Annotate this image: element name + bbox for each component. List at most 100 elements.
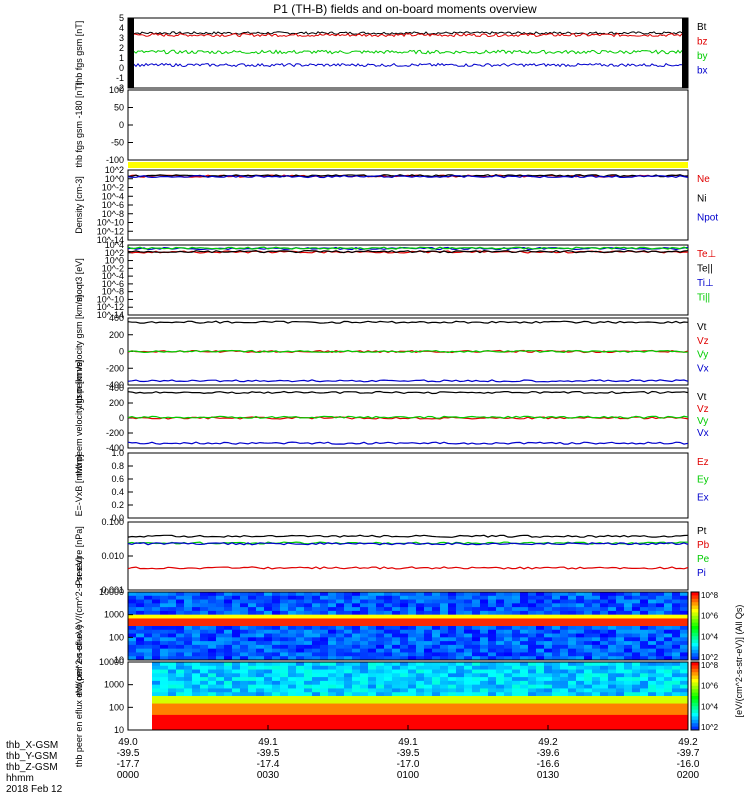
heatmap-cell-p8: [280, 614, 289, 619]
heatmap-cell-p8: [488, 607, 497, 612]
heatmap-cell-p8: [656, 607, 665, 612]
heatmap-cell-p9: [672, 692, 681, 697]
heatmap-cell-p9: [520, 677, 529, 682]
y-tick-label-p0: 4: [119, 23, 124, 33]
heatmap-cell-p9: [408, 688, 417, 693]
heatmap-cell-p8: [256, 595, 265, 601]
heatmap-cell-p9: [232, 696, 241, 701]
x-gsm-label: 49.2: [538, 737, 558, 748]
heatmap-cell-p9: [464, 684, 473, 689]
colorbar-cell-p8: [691, 656, 699, 661]
heatmap-cell-p9: [176, 692, 185, 697]
heatmap-cell-p8: [392, 626, 401, 631]
heatmap-cell-p8: [312, 641, 321, 646]
heatmap-cell-p9: [248, 688, 257, 693]
heatmap-cell-p8: [560, 599, 569, 604]
heatmap-cell-p9: [456, 714, 465, 720]
heatmap-cell-p8: [664, 614, 673, 619]
heatmap-cell-p8: [176, 656, 185, 661]
heatmap-cell-p8: [216, 603, 225, 608]
heatmap-cell-p9: [200, 677, 209, 682]
heatmap-cell-p9: [424, 696, 433, 701]
heatmap-cell-p9: [568, 726, 577, 731]
heatmap-cell-p8: [584, 648, 593, 653]
y-tick-label-p9: 100: [109, 702, 124, 712]
heatmap-cell-p9: [576, 665, 585, 671]
heatmap-cell-p8: [376, 622, 385, 627]
colorbar-title: [eV/(cm^2-s-str-eV)] (All Qs): [734, 605, 744, 718]
heatmap-cell-p9: [232, 707, 241, 712]
heatmap-cell-p9: [576, 662, 585, 667]
heatmap-cell-p8: [440, 656, 449, 661]
heatmap-cell-p9: [440, 680, 449, 686]
heatmap-cell-p9: [240, 692, 249, 697]
heatmap-cell-p8: [376, 618, 385, 623]
heatmap-cell-p9: [152, 699, 161, 705]
heatmap-cell-p9: [192, 714, 201, 720]
heatmap-cell-p8: [384, 656, 393, 661]
heatmap-cell-p9: [496, 692, 505, 697]
heatmap-cell-p8: [448, 644, 457, 650]
heatmap-cell-p9: [480, 688, 489, 693]
heatmap-cell-p9: [280, 662, 289, 667]
heatmap-cell-p9: [280, 714, 289, 720]
heatmap-cell-p8: [512, 622, 521, 627]
heatmap-cell-p8: [336, 656, 345, 661]
heatmap-cell-p8: [552, 622, 561, 627]
heatmap-cell-p9: [664, 669, 673, 674]
heatmap-cell-p9: [680, 673, 689, 678]
heatmap-cell-p9: [400, 692, 409, 697]
heatmap-cell-p8: [296, 644, 305, 650]
series-line-p7: [127, 534, 689, 538]
heatmap-cell-p9: [568, 677, 577, 682]
heatmap-cell-p9: [288, 696, 297, 701]
heatmap-cell-p9: [320, 699, 329, 705]
heatmap-cell-p8: [296, 648, 305, 653]
heatmap-cell-p8: [400, 648, 409, 653]
y-tick-label-p3: 10^-14: [97, 310, 124, 320]
heatmap-cell-p8: [504, 614, 513, 619]
heatmap-cell-p9: [368, 692, 377, 697]
heatmap-cell-p9: [456, 711, 465, 716]
heatmap-cell-p8: [160, 637, 169, 642]
heatmap-cell-p8: [304, 656, 313, 661]
heatmap-cell-p9: [200, 680, 209, 686]
heatmap-cell-p8: [400, 622, 409, 627]
heatmap-cell-p8: [576, 599, 585, 604]
heatmap-cell-p9: [384, 696, 393, 701]
heatmap-cell-p9: [352, 696, 361, 701]
heatmap-cell-p9: [560, 669, 569, 674]
heatmap-cell-p9: [680, 662, 689, 667]
heatmap-cell-p9: [168, 718, 177, 723]
heatmap-cell-p9: [208, 665, 217, 671]
heatmap-cell-p9: [640, 726, 649, 731]
heatmap-cell-p8: [648, 607, 657, 612]
series-line-p7: [127, 566, 689, 570]
heatmap-cell-p9: [448, 726, 457, 731]
heatmap-cell-p9: [600, 688, 609, 693]
heatmap-cell-p8: [184, 595, 193, 601]
series-line-p0: [127, 32, 689, 38]
heatmap-cell-p9: [592, 669, 601, 674]
heatmap-cell-p8: [168, 637, 177, 642]
heatmap-cell-p9: [584, 680, 593, 686]
heatmap-cell-p8: [128, 626, 137, 631]
heatmap-cell-p9: [176, 711, 185, 716]
heatmap-cell-p8: [440, 603, 449, 608]
heatmap-cell-p9: [272, 711, 281, 716]
heatmap-cell-p9: [392, 688, 401, 693]
heatmap-cell-p9: [248, 714, 257, 720]
heatmap-cell-p9: [280, 673, 289, 678]
heatmap-cell-p9: [624, 722, 633, 727]
heatmap-cell-p9: [464, 699, 473, 705]
heatmap-cell-p8: [504, 656, 513, 661]
heatmap-cell-p9: [200, 722, 209, 727]
heatmap-cell-p8: [304, 652, 313, 657]
heatmap-cell-p9: [640, 688, 649, 693]
heatmap-cell-p8: [320, 614, 329, 619]
heatmap-cell-p9: [360, 692, 369, 697]
heatmap-cell-p8: [248, 629, 257, 635]
heatmap-cell-p8: [344, 599, 353, 604]
heatmap-cell-p8: [592, 599, 601, 604]
heatmap-cell-p8: [336, 614, 345, 619]
